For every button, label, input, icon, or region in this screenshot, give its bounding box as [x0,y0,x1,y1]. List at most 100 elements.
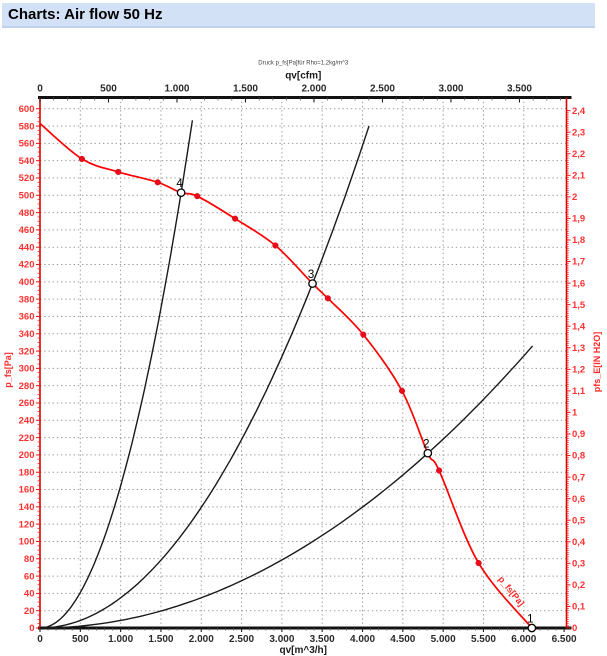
svg-text:500: 500 [100,84,117,95]
svg-text:440: 440 [19,242,35,253]
svg-text:80: 80 [24,554,35,565]
svg-text:3.000: 3.000 [269,634,294,645]
svg-text:5.000: 5.000 [431,634,456,645]
right-axis: 0 0,1 0,2 0,3 0,4 0,5 0,6 0,7 0,8 0,9 1 1,1 1,2 1,3 1,… [566,106,586,634]
svg-text:40: 40 [24,589,35,600]
svg-text:160: 160 [19,485,35,496]
svg-text:2,1: 2,1 [572,171,586,182]
svg-text:0: 0 [37,634,43,645]
operating-point-3: 3 [308,269,317,288]
fan-curve-end-label: p_fs[Pa] [496,574,526,608]
svg-text:1.000: 1.000 [164,84,189,95]
svg-text:0,1: 0,1 [572,602,586,613]
svg-text:0: 0 [29,623,34,634]
operating-point-marker [527,623,537,633]
density-note: Druck p_fs[Pa]für Rho=1,2kg/m^3 [258,61,349,67]
operating-point-number: 2 [423,439,429,451]
svg-text:60: 60 [24,571,35,582]
svg-text:420: 420 [19,260,35,271]
svg-text:360: 360 [19,312,35,323]
system-curve-low [39,345,534,629]
svg-text:500: 500 [72,634,89,645]
svg-text:4.500: 4.500 [390,634,415,645]
measurement-marker [272,242,279,249]
svg-text:1,4: 1,4 [572,321,586,332]
left-axis-title: p_fs[Pa] [3,352,13,388]
operating-point-marker [308,279,317,288]
measurement-marker [360,331,367,338]
svg-text:1,5: 1,5 [572,300,586,311]
svg-text:0,6: 0,6 [572,494,585,505]
svg-text:2: 2 [572,192,577,203]
svg-text:200: 200 [19,450,35,461]
svg-text:580: 580 [19,121,35,132]
operating-point-number: 1 [527,614,533,626]
svg-text:1,1: 1,1 [572,386,586,397]
svg-text:180: 180 [19,467,35,478]
svg-text:0,9: 0,9 [572,429,585,440]
svg-text:0,2: 0,2 [572,580,585,591]
svg-text:140: 140 [19,502,35,513]
title-bar: Charts: Air flow 50 Hz [2,3,595,28]
left-axis: 0 20 40 60 80 100 120 140 160 180 200 220 240 260 280 3… [19,104,40,634]
svg-text:0,7: 0,7 [572,472,585,483]
system-curve-mid [39,125,370,629]
svg-text:100: 100 [19,537,35,548]
svg-text:0,8: 0,8 [572,451,585,462]
svg-text:320: 320 [19,346,35,357]
svg-text:240: 240 [19,416,35,427]
right-axis-title: pfs_E[IN H2O] [592,332,602,393]
svg-text:1,8: 1,8 [572,235,585,246]
system-curve-high [39,120,194,629]
operating-point-number: 4 [176,178,183,190]
svg-text:2.500: 2.500 [370,84,395,95]
svg-text:300: 300 [19,364,35,375]
svg-text:460: 460 [19,225,35,236]
axis-titles: p_fs[Pa] pfs_E[IN H2O] [3,332,602,393]
svg-text:3.000: 3.000 [438,84,463,95]
svg-text:3.500: 3.500 [507,84,532,95]
svg-text:1,7: 1,7 [572,257,585,268]
svg-text:0: 0 [572,623,577,634]
svg-text:4.000: 4.000 [350,634,375,645]
svg-text:5.500: 5.500 [471,634,496,645]
page-title: Charts: Air flow 50 Hz [8,6,163,23]
svg-text:2.500: 2.500 [229,634,254,645]
svg-text:1.500: 1.500 [233,84,258,95]
svg-text:340: 340 [19,329,35,340]
svg-text:3.500: 3.500 [310,634,335,645]
measurement-marker [154,179,161,186]
svg-text:1,3: 1,3 [572,343,585,354]
measurement-marker [324,295,331,302]
svg-text:6.500: 6.500 [552,634,577,645]
svg-text:20: 20 [24,606,35,617]
svg-text:2,3: 2,3 [572,127,585,138]
bottom-axis-title: qv[m^3/h] [279,645,327,656]
svg-text:120: 120 [19,519,35,530]
svg-text:2.000: 2.000 [189,634,214,645]
svg-text:0: 0 [37,84,43,95]
svg-text:2,4: 2,4 [572,106,586,117]
svg-text:6.000: 6.000 [511,634,536,645]
svg-text:540: 540 [19,156,35,167]
svg-text:0,4: 0,4 [572,537,586,548]
operating-point-number: 3 [308,269,314,281]
svg-text:520: 520 [19,173,35,184]
svg-text:280: 280 [19,381,35,392]
measurement-marker [78,155,85,162]
svg-text:260: 260 [19,398,35,409]
svg-text:380: 380 [19,294,35,305]
fan-curve-markers [78,155,482,567]
operating-point-1: 1 [527,614,537,633]
svg-text:560: 560 [19,139,35,150]
measurement-marker [398,387,406,394]
measurement-marker [436,467,443,474]
svg-text:600: 600 [19,104,35,115]
svg-text:1,9: 1,9 [572,214,585,225]
svg-text:1: 1 [572,408,578,419]
svg-text:400: 400 [19,277,35,288]
svg-text:0,5: 0,5 [572,515,586,526]
measurement-marker [194,193,201,200]
